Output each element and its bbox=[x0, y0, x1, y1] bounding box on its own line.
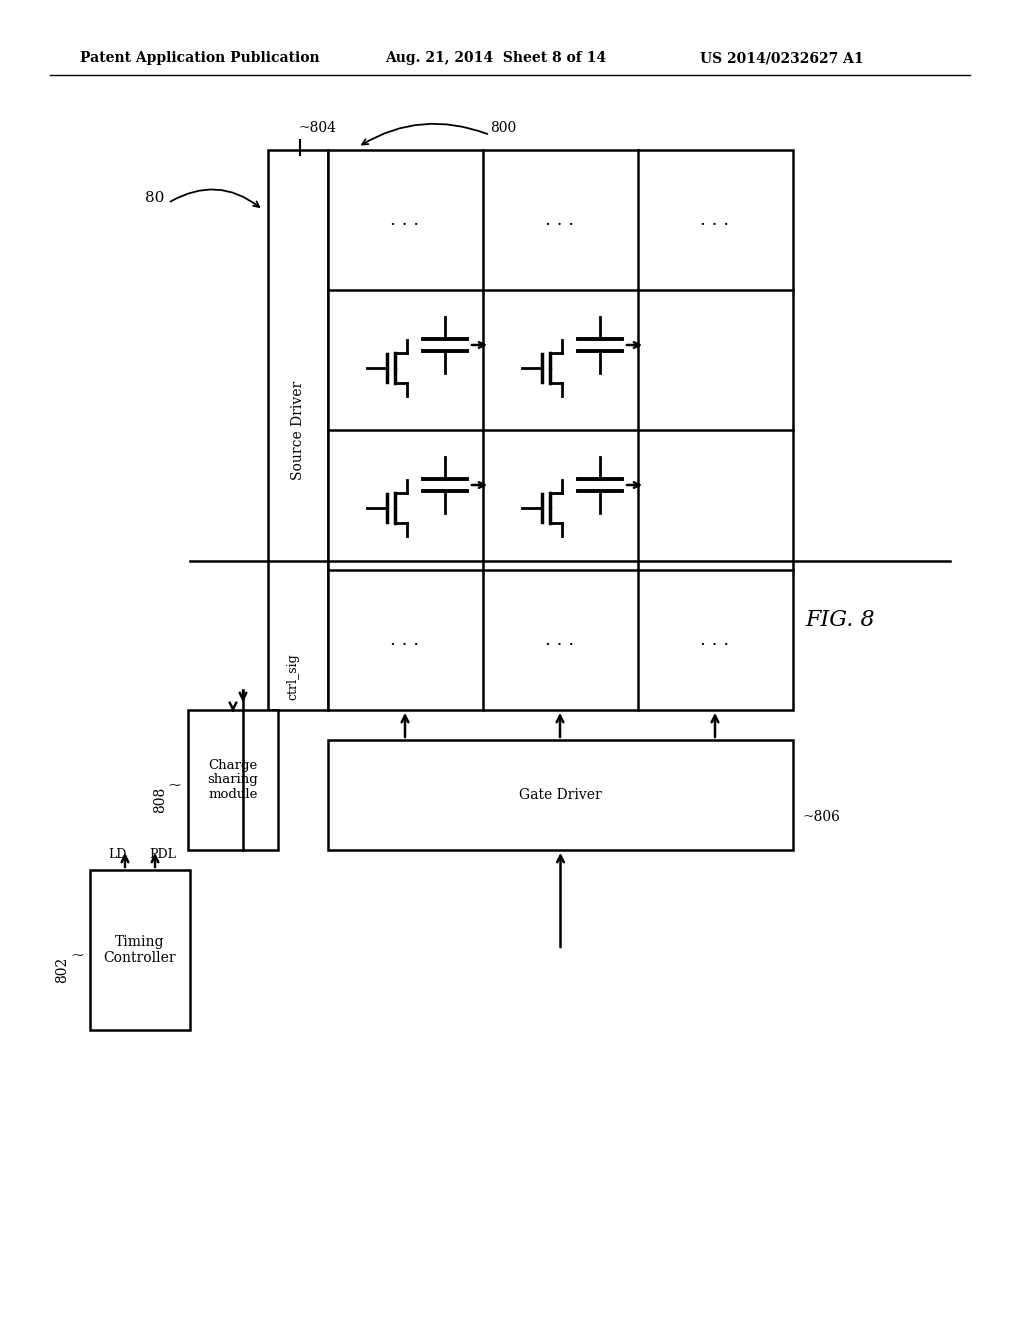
Text: . . .: . . . bbox=[390, 631, 420, 649]
Bar bbox=[188, 710, 278, 850]
Text: ~: ~ bbox=[70, 946, 84, 964]
Text: Charge
sharing
module: Charge sharing module bbox=[208, 759, 258, 801]
Text: Gate Driver: Gate Driver bbox=[519, 788, 602, 803]
Text: . . .: . . . bbox=[546, 211, 574, 228]
Bar bbox=[328, 741, 793, 850]
Text: . . .: . . . bbox=[390, 211, 420, 228]
Bar bbox=[90, 870, 190, 1030]
Text: . . .: . . . bbox=[546, 631, 574, 649]
Bar bbox=[328, 150, 793, 710]
Text: ~: ~ bbox=[167, 776, 181, 793]
Text: 800: 800 bbox=[490, 121, 516, 135]
Text: Source Driver: Source Driver bbox=[291, 380, 305, 479]
Text: 80: 80 bbox=[145, 191, 165, 205]
Text: Timing
Controller: Timing Controller bbox=[103, 935, 176, 965]
Text: . . .: . . . bbox=[700, 631, 729, 649]
Text: ~804: ~804 bbox=[298, 121, 336, 135]
Text: ctrl_sig: ctrl_sig bbox=[286, 653, 299, 700]
Text: Patent Application Publication: Patent Application Publication bbox=[80, 51, 319, 65]
Text: 802: 802 bbox=[55, 957, 69, 983]
Text: LD: LD bbox=[108, 849, 126, 862]
Text: US 2014/0232627 A1: US 2014/0232627 A1 bbox=[700, 51, 863, 65]
Text: ~806: ~806 bbox=[803, 810, 841, 824]
Text: FIG. 8: FIG. 8 bbox=[805, 609, 874, 631]
Text: PDL: PDL bbox=[150, 849, 176, 862]
Text: 808: 808 bbox=[153, 787, 167, 813]
Text: Aug. 21, 2014  Sheet 8 of 14: Aug. 21, 2014 Sheet 8 of 14 bbox=[385, 51, 606, 65]
Text: . . .: . . . bbox=[700, 211, 729, 228]
Bar bbox=[268, 150, 328, 710]
